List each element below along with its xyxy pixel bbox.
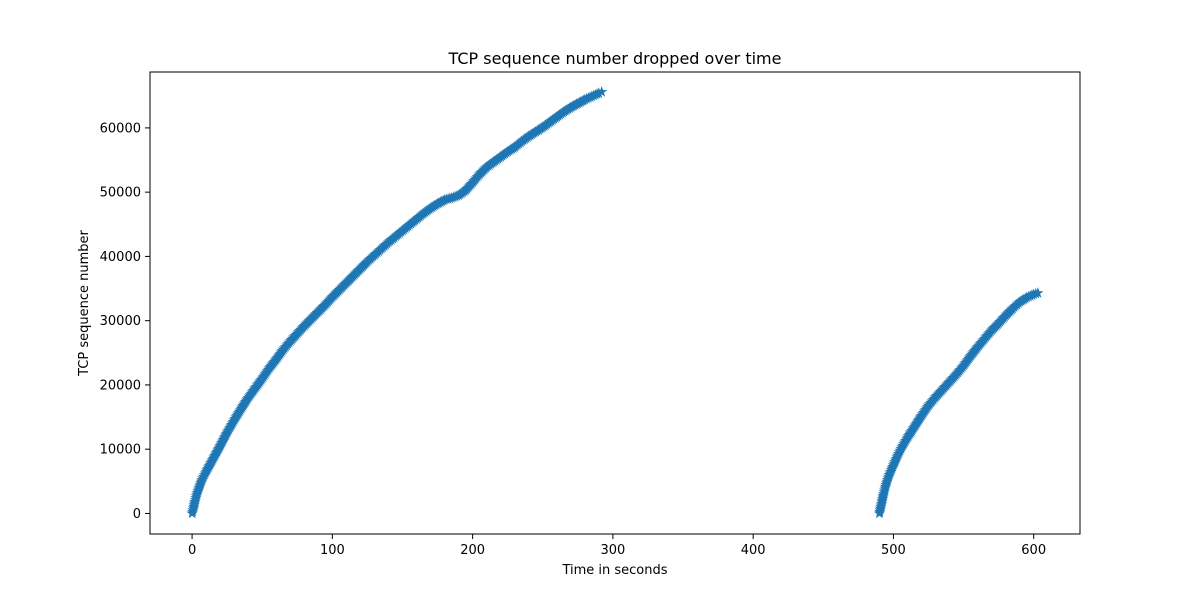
- y-tick-label: 50000: [100, 186, 141, 201]
- y-tick-label: 10000: [100, 443, 141, 458]
- x-tick-label: 300: [600, 543, 625, 558]
- x-tick-label: 0: [188, 543, 196, 558]
- x-tick-label: 100: [320, 543, 345, 558]
- data-point: [1032, 287, 1044, 298]
- x-axis: 0 100 200 300 400 500 600: [188, 534, 1046, 558]
- x-tick-label: 500: [881, 543, 906, 558]
- data-points: [186, 86, 1044, 519]
- y-tick-label: 40000: [100, 250, 141, 265]
- y-tick-label: 30000: [100, 314, 141, 329]
- chart-title: TCP sequence number dropped over time: [448, 49, 782, 68]
- plot-frame: [149, 71, 1081, 535]
- series-2: [873, 287, 1044, 519]
- x-axis-label: Time in seconds: [561, 563, 667, 578]
- y-axis: 0 10000 20000 30000 40000 50000 60000: [100, 121, 150, 522]
- y-tick-label: 0: [133, 507, 141, 522]
- data-point: [596, 86, 608, 97]
- series-1: [186, 86, 608, 519]
- y-tick-label: 60000: [100, 121, 141, 136]
- y-tick-label: 20000: [100, 378, 141, 393]
- y-axis-label: TCP sequence number: [77, 229, 92, 376]
- x-tick-label: 400: [741, 543, 766, 558]
- x-tick-label: 200: [460, 543, 485, 558]
- x-tick-label: 600: [1021, 543, 1046, 558]
- plot-area: [150, 72, 1080, 534]
